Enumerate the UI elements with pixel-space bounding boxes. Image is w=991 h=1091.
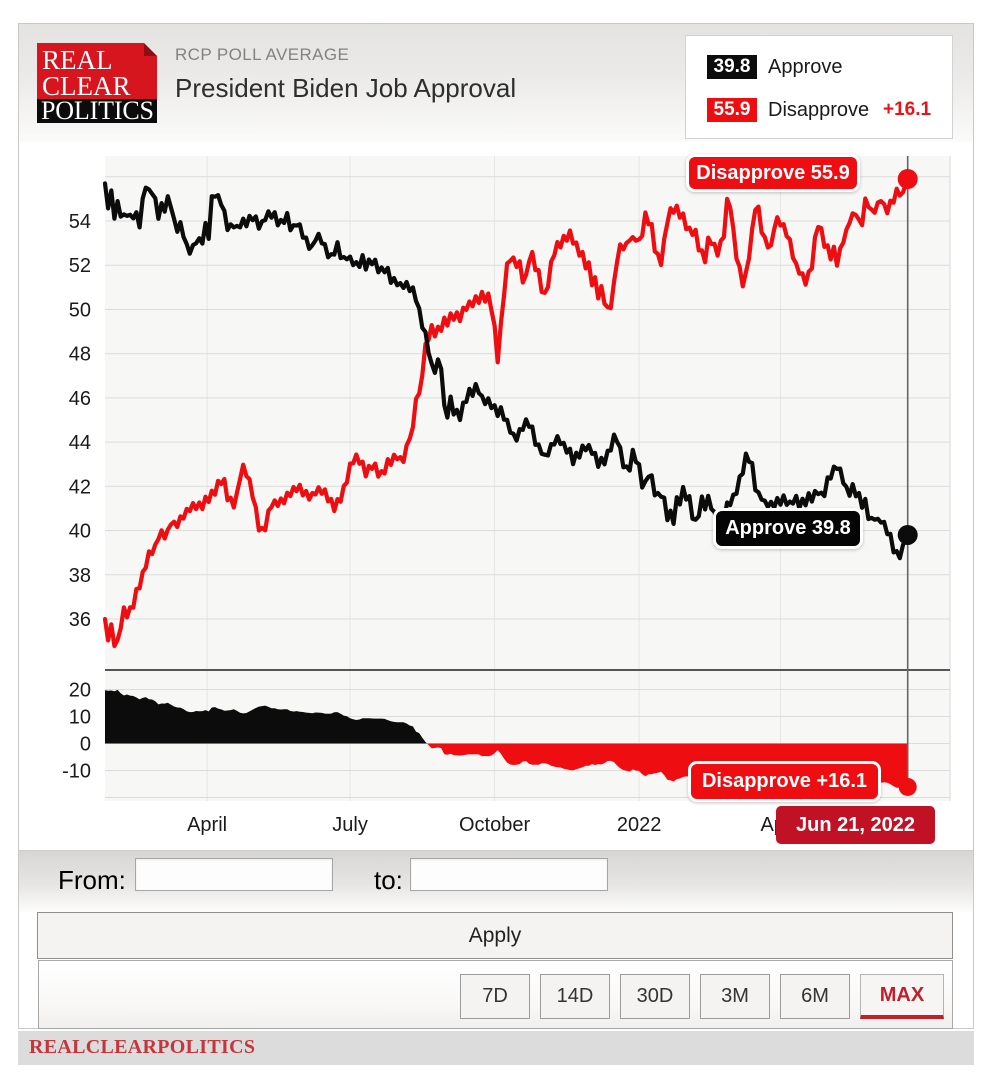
y-axis-label: 40 — [69, 521, 91, 543]
range-button-6m[interactable]: 6M — [780, 974, 850, 1019]
range-button-max[interactable]: MAX — [860, 974, 944, 1019]
from-label: From: — [58, 865, 126, 895]
range-button-30d[interactable]: 30D — [620, 974, 690, 1019]
x-axis-label: October — [459, 814, 530, 836]
legend: 39.8 Approve 55.9 Disapprove +16.1 — [685, 35, 953, 139]
disapprove-value-badge: 55.9 — [707, 98, 757, 122]
y-axis-label: 44 — [69, 432, 91, 454]
logo-red-box — [37, 43, 157, 99]
y-axis-label: 38 — [69, 565, 91, 587]
spread-end-marker — [898, 777, 917, 796]
y-axis-label: 52 — [69, 255, 91, 277]
spread-axis-label: 0 — [80, 734, 91, 756]
spread-axis-label: 20 — [69, 680, 91, 702]
footer-band: REALCLEARPOLITICS — [18, 1031, 974, 1065]
disapprove-line — [102, 176, 910, 649]
chart-canvas[interactable]: 36 38 40 42 44 46 48 50 52 54 20 10 0 -10 April July Oct… — [19, 142, 973, 848]
x-axis-label: 2022 — [617, 814, 662, 836]
approve-line — [102, 181, 910, 561]
y-axis-label: 36 — [69, 609, 91, 631]
page-title: President Biden Job Approval — [175, 73, 517, 103]
x-axis-label: July — [332, 814, 368, 836]
footer-brand: REALCLEARPOLITICS — [29, 1036, 256, 1058]
range-button-7d[interactable]: 7D — [460, 974, 530, 1019]
header: REAL CLEAR POLITICS RCP POLL AVERAGE Pre… — [19, 24, 973, 142]
approve-tooltip: Approve 39.8 — [713, 508, 863, 549]
from-date-input[interactable] — [135, 858, 333, 891]
logo-fold-shadow — [144, 43, 157, 56]
date-range-form: From: to: — [19, 850, 973, 912]
approve-label: Approve — [768, 55, 843, 78]
disapprove-label: Disapprove — [768, 98, 870, 121]
range-button-14d[interactable]: 14D — [540, 974, 610, 1019]
y-axis-label: 48 — [69, 344, 91, 366]
x-axis-label: April — [187, 814, 227, 836]
plot-background — [105, 156, 950, 801]
disapprove-end-marker — [897, 168, 918, 189]
spread-axis-label: -10 — [62, 761, 91, 783]
approval-chart[interactable]: 36 38 40 42 44 46 48 50 52 54 20 10 0 -10 April July Oct… — [19, 142, 973, 848]
rcp-logo: REAL CLEAR POLITICS — [37, 43, 157, 123]
logo-line3: POLITICS — [41, 96, 154, 123]
to-date-input[interactable] — [410, 858, 608, 891]
range-buttons-bar: 7D 14D 30D 3M 6M MAX — [38, 960, 953, 1029]
approve-end-marker — [897, 524, 918, 545]
y-axis-label: 50 — [69, 299, 91, 321]
spread-axis-label: 10 — [69, 707, 91, 729]
poll-widget: REAL CLEAR POLITICS RCP POLL AVERAGE Pre… — [18, 23, 974, 1029]
y-axis-label: 54 — [69, 211, 91, 233]
y-axis-label: 42 — [69, 476, 91, 498]
spread-area-negative — [427, 743, 908, 788]
apply-button[interactable]: Apply — [37, 912, 953, 959]
logo-black-band — [37, 99, 157, 123]
logo-line1: REAL — [42, 45, 113, 75]
disapprove-margin: +16.1 — [883, 99, 932, 120]
y-axis-label: 46 — [69, 388, 91, 410]
disapprove-tooltip: Disapprove 55.9 — [686, 154, 860, 192]
to-label: to: — [374, 865, 403, 895]
spread-tooltip: Disapprove +16.1 — [688, 761, 881, 802]
legend-row-approve: 39.8 Approve — [707, 55, 843, 79]
range-button-3m[interactable]: 3M — [700, 974, 770, 1019]
logo-line2: CLEAR — [42, 71, 131, 101]
legend-row-disapprove: 55.9 Disapprove +16.1 — [707, 98, 931, 122]
date-tooltip: Jun 21, 2022 — [776, 806, 935, 844]
spread-area-positive — [105, 689, 427, 744]
rcp-poll-average-label: RCP POLL AVERAGE — [175, 45, 350, 64]
approve-value-badge: 39.8 — [707, 55, 757, 79]
